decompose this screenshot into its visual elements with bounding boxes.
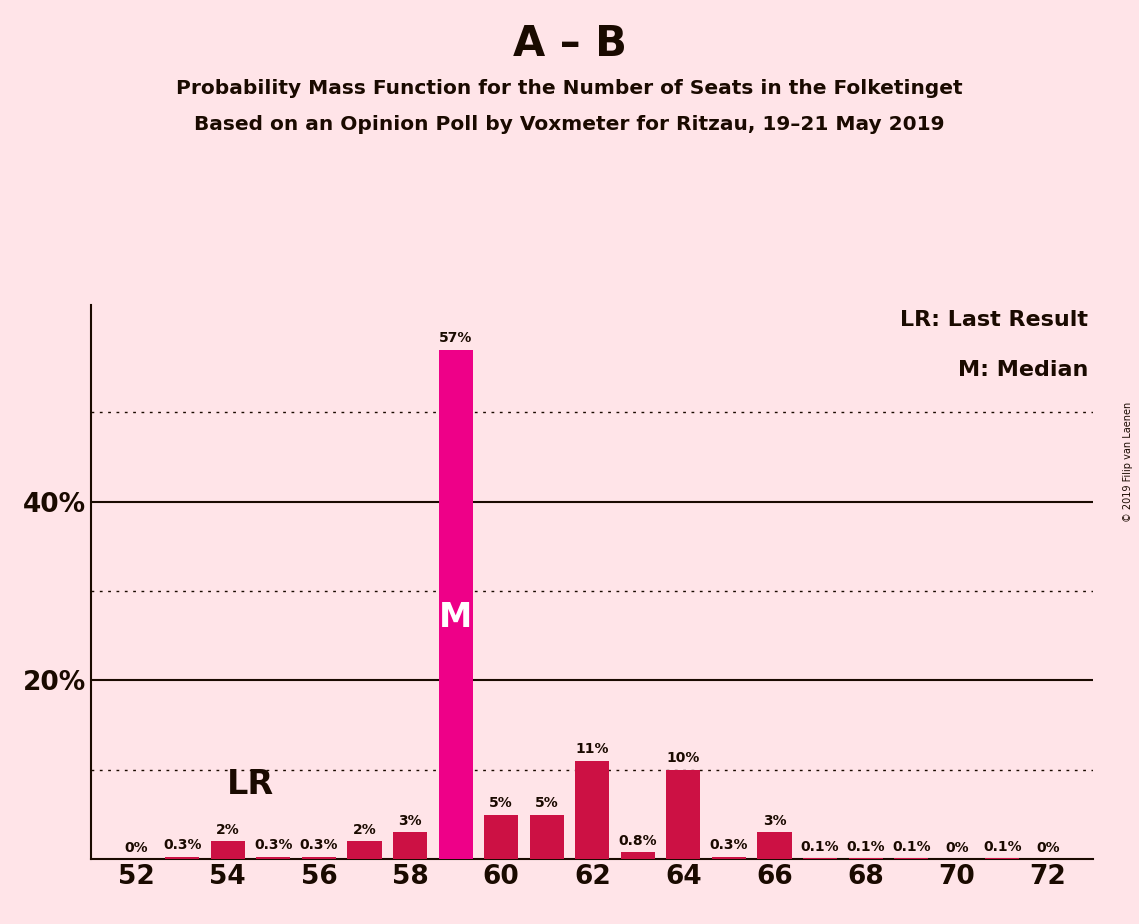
Text: 0.3%: 0.3% xyxy=(254,838,293,852)
Text: Probability Mass Function for the Number of Seats in the Folketinget: Probability Mass Function for the Number… xyxy=(177,79,962,98)
Text: LR: Last Result: LR: Last Result xyxy=(901,310,1089,331)
Text: A – B: A – B xyxy=(513,23,626,65)
Text: 0.1%: 0.1% xyxy=(983,840,1022,854)
Text: 3%: 3% xyxy=(399,814,421,828)
Text: 5%: 5% xyxy=(535,796,558,810)
Text: 2%: 2% xyxy=(353,823,376,837)
Bar xyxy=(621,852,655,859)
Bar xyxy=(530,815,564,859)
Bar xyxy=(484,815,518,859)
Bar xyxy=(666,770,700,859)
Text: M: Median: M: Median xyxy=(958,360,1089,381)
Text: 0.1%: 0.1% xyxy=(801,840,839,854)
Bar xyxy=(575,761,609,859)
Text: 0%: 0% xyxy=(1036,841,1059,855)
Text: 0.1%: 0.1% xyxy=(892,840,931,854)
Text: © 2019 Filip van Laenen: © 2019 Filip van Laenen xyxy=(1123,402,1133,522)
Text: 0.1%: 0.1% xyxy=(846,840,885,854)
Bar xyxy=(256,857,290,859)
Text: 11%: 11% xyxy=(575,743,609,757)
Text: M: M xyxy=(439,602,473,635)
Text: 0%: 0% xyxy=(945,841,968,855)
Bar xyxy=(347,842,382,859)
Bar xyxy=(211,842,245,859)
Bar xyxy=(439,349,473,859)
Text: 3%: 3% xyxy=(763,814,786,828)
Text: 2%: 2% xyxy=(216,823,239,837)
Text: 5%: 5% xyxy=(490,796,513,810)
Bar xyxy=(302,857,336,859)
Text: 0%: 0% xyxy=(125,841,148,855)
Text: 0.3%: 0.3% xyxy=(163,838,202,852)
Bar xyxy=(165,857,199,859)
Bar xyxy=(712,857,746,859)
Text: 0.8%: 0.8% xyxy=(618,833,657,847)
Text: 0.3%: 0.3% xyxy=(300,838,338,852)
Bar xyxy=(393,833,427,859)
Text: LR: LR xyxy=(227,768,274,801)
Text: Based on an Opinion Poll by Voxmeter for Ritzau, 19–21 May 2019: Based on an Opinion Poll by Voxmeter for… xyxy=(195,116,944,135)
Text: 57%: 57% xyxy=(439,331,473,346)
Text: 10%: 10% xyxy=(666,751,700,765)
Bar xyxy=(757,833,792,859)
Text: 0.3%: 0.3% xyxy=(710,838,748,852)
